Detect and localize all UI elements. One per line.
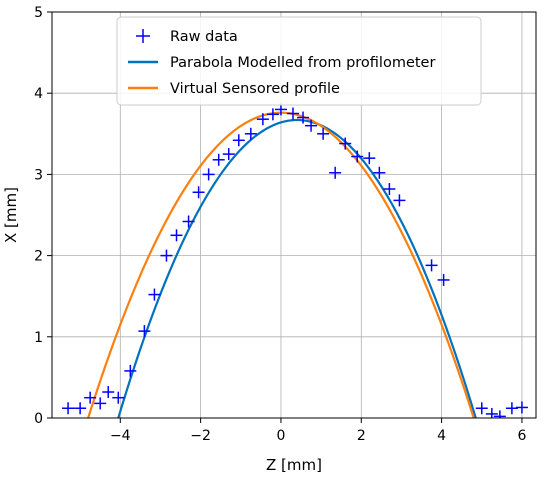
data-point-raw bbox=[138, 325, 151, 338]
y-tick-label: 0 bbox=[34, 411, 43, 427]
plot-area bbox=[62, 103, 528, 418]
data-point-raw bbox=[383, 183, 396, 196]
data-point-raw bbox=[515, 401, 528, 414]
x-tick-label: −4 bbox=[110, 428, 131, 444]
data-point-raw bbox=[212, 153, 225, 166]
series-line-parabola-modelled-from-profilometer bbox=[117, 118, 477, 418]
data-point-raw bbox=[170, 229, 183, 242]
data-point-raw bbox=[102, 386, 115, 399]
data-point-raw bbox=[182, 215, 195, 228]
data-point-raw bbox=[74, 402, 87, 415]
y-tick-label: 5 bbox=[34, 5, 43, 21]
data-point-raw bbox=[363, 152, 376, 165]
data-point-raw bbox=[148, 288, 161, 301]
data-point-raw bbox=[62, 402, 75, 415]
data-point-raw bbox=[317, 127, 330, 140]
legend-marker-raw-data bbox=[136, 29, 150, 43]
data-point-raw bbox=[256, 113, 269, 126]
data-point-raw bbox=[266, 108, 279, 121]
data-point-raw bbox=[222, 148, 235, 161]
x-tick-label: 0 bbox=[276, 428, 285, 444]
x-tick-label: −2 bbox=[190, 428, 211, 444]
legend: Raw data Parabola Modelled from profilom… bbox=[116, 16, 482, 106]
data-point-raw bbox=[393, 194, 406, 207]
data-point-raw bbox=[373, 166, 386, 179]
data-point-raw bbox=[297, 111, 310, 124]
axes-ticks: −4 −2 0 2 4 6 0 1 2 3 4 5 bbox=[34, 5, 526, 444]
data-point-raw bbox=[202, 168, 215, 181]
y-tick-label: 4 bbox=[34, 86, 43, 102]
x-tick-label: 4 bbox=[437, 428, 446, 444]
data-point-raw bbox=[84, 391, 97, 404]
data-point-raw bbox=[112, 391, 125, 404]
data-point-raw bbox=[505, 402, 518, 415]
x-tick-label: 6 bbox=[517, 428, 526, 444]
x-axis-label: Z [mm] bbox=[266, 456, 322, 474]
data-point-raw bbox=[351, 150, 364, 163]
x-tick-label: 2 bbox=[357, 428, 366, 444]
data-point-raw bbox=[437, 273, 450, 286]
legend-label-raw-data: Raw data bbox=[170, 29, 238, 45]
data-point-raw bbox=[94, 397, 107, 410]
data-point-raw bbox=[305, 119, 318, 132]
data-point-raw bbox=[425, 259, 438, 272]
data-point-raw bbox=[493, 410, 506, 418]
legend-frame bbox=[116, 16, 482, 106]
data-point-raw bbox=[286, 107, 299, 120]
y-tick-label: 1 bbox=[34, 330, 43, 346]
data-point-raw bbox=[160, 249, 173, 262]
data-point-raw bbox=[244, 127, 257, 140]
data-point-raw bbox=[339, 137, 352, 150]
y-axis-label: X [mm] bbox=[2, 187, 20, 243]
legend-label-virtual-profile: Virtual Sensored profile bbox=[170, 81, 340, 97]
data-point-raw bbox=[124, 364, 137, 377]
y-tick-label: 3 bbox=[34, 167, 43, 183]
data-point-raw bbox=[475, 402, 488, 415]
data-point-raw bbox=[329, 166, 342, 179]
legend-label-parabola: Parabola Modelled from profilometer bbox=[170, 55, 435, 71]
data-point-raw bbox=[192, 186, 205, 199]
data-point-raw bbox=[232, 134, 245, 147]
y-tick-label: 2 bbox=[34, 249, 43, 265]
plot-frame bbox=[51, 11, 537, 419]
